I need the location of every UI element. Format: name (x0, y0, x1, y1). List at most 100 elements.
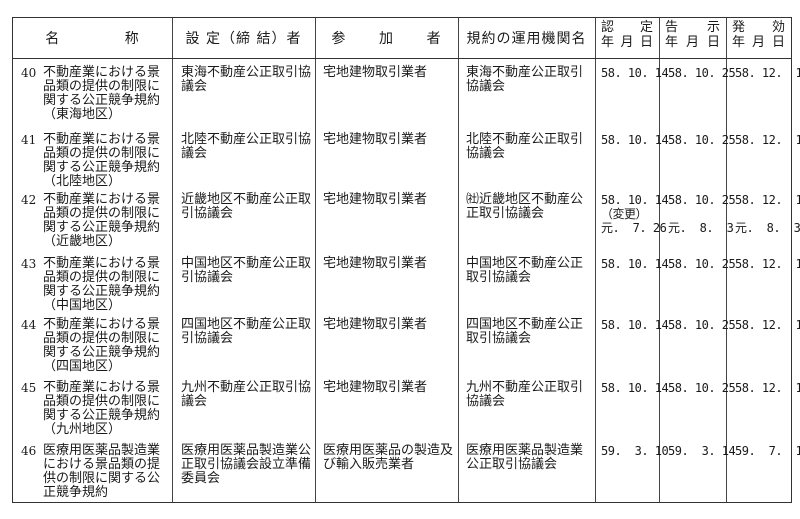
regulation-name: 44 不動産業における景品類の提供の制限に関する公正競争規約（四国地区） (21, 318, 171, 374)
header-divider (13, 58, 791, 59)
regulation-title: 不動産業における景品類の提供の制限に関する公正競争規約（東海地区） (43, 65, 161, 122)
approval-date: 58. 10. 14 (601, 318, 669, 332)
h: 月 (620, 35, 634, 50)
approval-date: 58. 10. 14 (601, 133, 669, 147)
approval-date-value: 58. 10. 14 (601, 193, 669, 207)
effective-date-value: 58. 12. 1 (735, 257, 800, 271)
participants: 宅地建物取引業者 (323, 317, 428, 332)
effective-date-value: 58. 12. 1 (735, 133, 800, 147)
approval-date-value: 59. 3. 10 (601, 444, 669, 458)
effective-date: 58. 12. 1 (735, 381, 800, 395)
operator: 四国地区不動産公正取引協議会 (466, 317, 584, 346)
notice-date-value: 58. 10. 25 (668, 133, 736, 147)
regulation-name: 43 不動産業における景品類の提供の制限に関する公正競争規約（中国地区） (21, 257, 171, 313)
effective-date: 58. 12. 1 (735, 257, 800, 271)
notice-date: 59. 3. 14 (668, 444, 736, 458)
header-establisher: 設 定（締 結）者 (185, 31, 302, 47)
h: 月 (685, 35, 699, 50)
h: 告 (665, 20, 679, 35)
header-effective-date: 発 効 年月日 (726, 20, 791, 56)
header-participants: 参 加 者 (315, 18, 458, 58)
header-approval-date: 認 定 年月日 (595, 20, 659, 56)
regulation-number: 44 (21, 318, 37, 332)
participants: 宅地建物取引業者 (323, 256, 428, 271)
notice-date-value: 58. 10. 25 (668, 257, 736, 271)
h: 示 (706, 20, 720, 35)
regulation-title: 不動産業における景品類の提供の制限に関する公正競争規約（北陸地区） (43, 132, 161, 189)
notice-date: 58. 10. 25 (668, 381, 736, 395)
column-divider (595, 18, 596, 502)
notice-date-value: 58. 10. 25 (668, 381, 736, 395)
header-participants-char: 参 (331, 31, 347, 47)
participants: 宅地建物取引業者 (323, 65, 428, 80)
h: 認 (601, 20, 615, 35)
effective-date-value: 58. 12. 1 (735, 193, 800, 207)
participants: 宅地建物取引業者 (323, 192, 428, 207)
notice-date-value: 59. 3. 14 (668, 444, 736, 458)
header-name-char: 名 (45, 31, 61, 47)
approval-date-value: 58. 10. 14 (601, 133, 669, 147)
effective-date: 58. 12. 1 (735, 133, 800, 147)
participants: 宅地建物取引業者 (323, 380, 428, 395)
regulation-name: 41 不動産業における景品類の提供の制限に関する公正競争規約（北陸地区） (21, 133, 171, 189)
h: 年 (732, 35, 746, 50)
regulation-name: 40 不動産業における景品類の提供の制限に関する公正競争規約（東海地区） (21, 66, 171, 122)
establisher: 医療用医薬品製造業公正取引協議会設立準備委員会 (181, 443, 312, 486)
notice-date: 58. 10. 25 (668, 66, 736, 80)
effective-date-value: 58. 12. 1 (735, 66, 800, 80)
establisher: 近畿地区不動産公正取引協議会 (181, 192, 312, 221)
h: 年 (665, 35, 679, 50)
effective-date: 58. 12. 1 (735, 66, 800, 80)
header-name-char: 称 (124, 31, 140, 47)
h: 月 (751, 35, 765, 50)
h: 効 (771, 20, 785, 35)
effective-date-value: 58. 12. 1 (735, 381, 800, 395)
header-notice-date: 告 示 年月日 (659, 20, 726, 56)
effective-date: 58. 12. 1 元. 8. 3 (735, 193, 800, 235)
column-divider (726, 18, 727, 502)
effective-date: 58. 12. 1 (735, 318, 800, 332)
notice-date-value: 58. 10. 25 (668, 318, 736, 332)
regulation-title: 医療用医薬品製造業における景品類の提供の制限に関する公正競争規約 (43, 443, 161, 500)
participants: 医療用医薬品の製造及び輸入販売業者 (323, 443, 454, 472)
regulation-number: 45 (21, 381, 37, 395)
change-label: （変更） (601, 207, 648, 221)
notice-date-value: 58. 10. 25 (668, 66, 736, 80)
h: 日 (706, 35, 720, 50)
h: 日 (639, 35, 653, 50)
regulation-title: 不動産業における景品類の提供の制限に関する公正競争規約（中国地区） (43, 256, 161, 313)
approval-change-date: 元. 7. 26 (601, 221, 667, 235)
approval-date-value: 58. 10. 14 (601, 66, 669, 80)
establisher: 中国地区不動産公正取引協議会 (181, 256, 312, 285)
approval-date: 58. 10. 14 (601, 381, 669, 395)
h: 発 (732, 20, 746, 35)
regulation-name: 46 医療用医薬品製造業における景品類の提供の制限に関する公正競争規約 (21, 444, 171, 500)
column-divider (659, 18, 660, 502)
approval-date-value: 58. 10. 14 (601, 318, 669, 332)
notice-date: 58. 10. 25 (668, 257, 736, 271)
approval-date: 59. 3. 10 (601, 444, 669, 458)
regulation-number: 40 (21, 66, 37, 80)
operator: 東海不動産公正取引協議会 (466, 65, 584, 94)
regulation-number: 43 (21, 257, 37, 271)
column-divider (172, 18, 173, 502)
participants: 宅地建物取引業者 (323, 132, 428, 147)
effective-date-value: 59. 7. 1 (735, 444, 800, 458)
notice-change-date: 元. 8. 3 (668, 221, 734, 235)
regulation-title: 不動産業における景品類の提供の制限に関する公正競争規約（四国地区） (43, 317, 161, 374)
effective-date: 59. 7. 1 (735, 444, 800, 458)
effective-date-value: 58. 12. 1 (735, 318, 800, 332)
column-divider (458, 18, 459, 502)
regulation-name: 45 不動産業における景品類の提供の制限に関する公正競争規約（九州地区） (21, 381, 171, 437)
column-divider (315, 18, 316, 502)
h: 定 (639, 20, 653, 35)
regulation-number: 41 (21, 133, 37, 147)
header-participants-char: 者 (426, 31, 442, 47)
approval-date-value: 58. 10. 14 (601, 257, 669, 271)
notice-date: 58. 10. 25 (668, 318, 736, 332)
header-name: 名 称 (13, 18, 172, 58)
regulation-name: 42 不動産業における景品類の提供の制限に関する公正競争規約（近畿地区） (21, 193, 171, 249)
regulation-title: 不動産業における景品類の提供の制限に関する公正競争規約（近畿地区） (43, 192, 161, 249)
operator: 医療用医薬品製造業公正取引協議会 (466, 443, 584, 472)
regulation-number: 42 (21, 193, 37, 207)
